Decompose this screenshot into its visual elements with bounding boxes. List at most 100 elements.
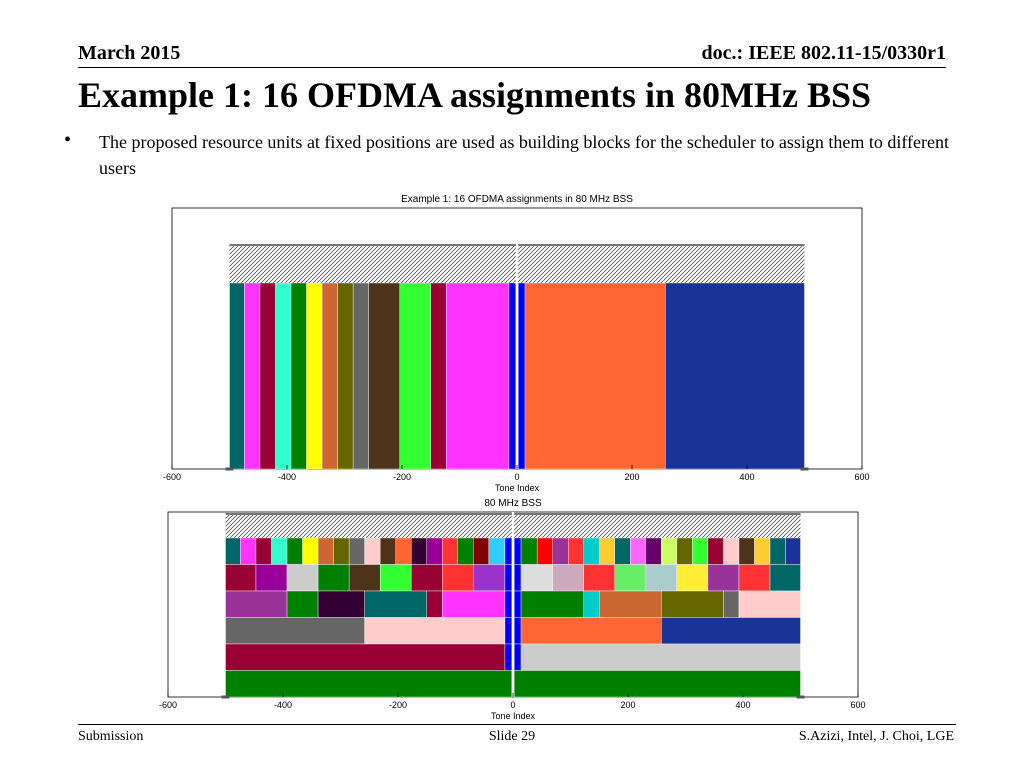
ru-bar [645,537,662,565]
ru-bar [225,670,513,698]
ru-bar [661,590,724,618]
ru-bar [379,537,396,565]
ru-bar [457,537,474,565]
ru-bar [399,282,431,470]
ru-bar [255,537,272,565]
x-tick-label: 200 [624,472,639,482]
slide-title: Example 1: 16 OFDMA assignments in 80MHz… [78,75,872,115]
chart-title: Example 1: 16 OFDMA assignments in 80 MH… [401,194,633,205]
ru-bar [513,537,522,565]
ru-bar [286,590,319,618]
ru-bar [426,590,443,618]
x-tick-label: 0 [514,472,519,482]
ru-bar [442,537,458,565]
ru-bar [513,564,522,592]
ru-bar [692,537,709,565]
ru-bar [286,564,319,592]
ru-bar [524,282,666,470]
ru-bar [599,590,662,618]
ru-bar [583,564,615,592]
ru-bar [707,564,740,592]
ru-bar [552,537,569,565]
ru-bar [614,537,631,565]
ru-bar [738,564,771,592]
ru-bar [513,643,522,671]
header-rule [78,67,946,68]
ru-bar [504,590,513,618]
ru-bar [255,564,288,592]
ru-bar [513,617,522,645]
footer-authors: S.Azizi, Intel, J. Choi, LGE [798,729,954,744]
ru-bar [364,537,381,565]
x-tick-label: 600 [850,700,865,710]
ru-bar [473,537,490,565]
ru-bar [504,617,513,645]
ru-bar [707,537,724,565]
ru-bar [676,537,693,565]
ru-bar [411,564,443,592]
ru-bar [504,537,513,565]
header-date: March 2015 [78,42,181,64]
ru-bar [302,537,319,565]
ru-bar [442,590,506,618]
footer-rule [78,724,956,725]
ru-bar [520,537,538,565]
ru-bar [630,537,647,565]
ru-bar [271,537,288,565]
footer-submission: Submission [78,729,144,744]
ru-bar [738,537,755,565]
x-tick-label: 200 [620,700,635,710]
ru-bar [552,564,584,592]
x-tick-label: -600 [163,472,181,482]
bullet-text: The proposed resource units at fixed pos… [99,132,949,178]
ru-bar [568,537,584,565]
x-tick-label: -600 [159,700,177,710]
x-axis-label: Tone Index [491,711,536,721]
ru-bar [426,537,443,565]
footer-slide-number: Slide 29 [488,729,536,744]
ru-bar [536,537,553,565]
ru-bar [520,617,662,645]
chart-title: 80 MHz BSS [484,498,542,509]
header-doc-id: doc.: IEEE 802.11-15/0330r1 [701,42,946,64]
dc-gap [515,243,519,469]
ru-bar [317,590,365,618]
ru-bar [583,590,600,618]
x-tick-label: 600 [854,472,869,482]
ru-bar [225,617,365,645]
bullet-marker: • [64,129,72,151]
ru-bar [225,537,241,565]
ru-bar [785,537,801,565]
ru-bar [368,282,400,470]
ru-bar [661,617,801,645]
ru-bar [240,537,257,565]
x-tick-label: 0 [510,700,515,710]
ru-bar [379,564,412,592]
ru-bar [225,564,257,592]
ru-bar [520,590,584,618]
ru-bar [738,590,801,618]
ru-bar [286,537,303,565]
x-axis-label: Tone Index [495,483,540,493]
ru-bar [769,564,801,592]
ru-bar [513,590,522,618]
ru-bar [488,537,506,565]
ru-bar [661,537,678,565]
x-tick-label: 400 [739,472,754,482]
ru-bar [769,537,786,565]
dc-gap [511,512,515,697]
ru-bar [411,537,427,565]
x-tick-label: -400 [274,700,292,710]
ru-bar [364,590,427,618]
ru-bar [333,537,350,565]
ru-bar [754,537,771,565]
ru-bar [473,564,506,592]
ru-bar [225,643,506,671]
x-tick-label: -200 [389,700,407,710]
ru-bar [665,282,805,470]
ru-bar [723,590,740,618]
ru-bar [676,564,709,592]
x-tick-label: -200 [393,472,411,482]
